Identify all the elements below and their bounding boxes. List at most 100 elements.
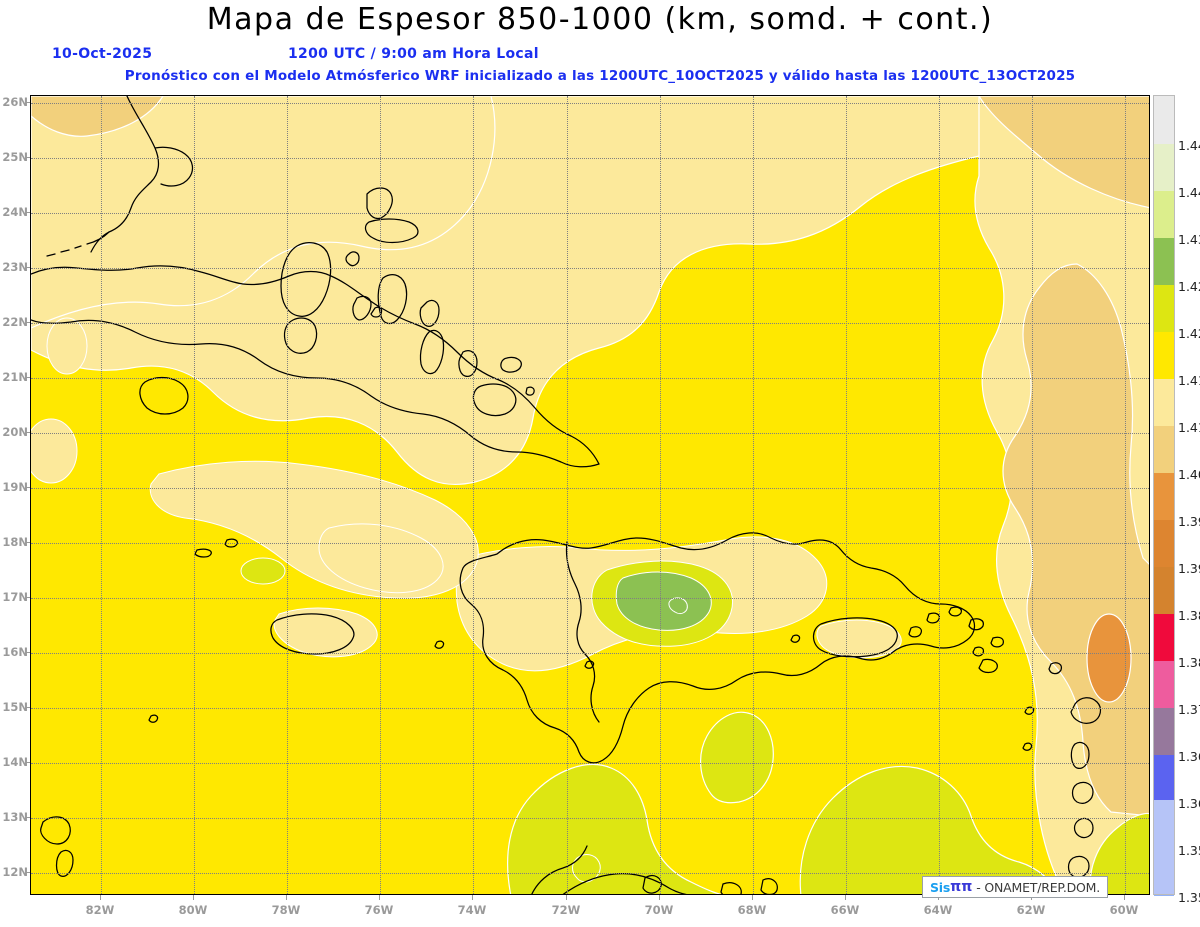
coastline-vi-2: [926, 612, 941, 624]
contour-region-1410-small-w2: [31, 418, 78, 484]
xtick-mark-80w: [193, 895, 194, 900]
coastline-small-bahama1: [345, 251, 360, 267]
colorbar-band-5: [1154, 332, 1174, 379]
colorbar-band-10: [1154, 567, 1174, 614]
ytick-mark-15n: [25, 707, 30, 708]
colorbar-band-12: [1154, 661, 1174, 708]
xtick-mark-74w: [472, 895, 473, 900]
coastline-antigua: [978, 658, 998, 674]
coastline-exuma: [352, 295, 372, 321]
coastline-mayaguana: [500, 356, 522, 373]
colorbar-label-1446: 1.446: [1178, 138, 1200, 153]
xtick-label-62w: 62W: [1016, 903, 1046, 917]
colorbar-label-1374: 1.374: [1178, 702, 1200, 717]
ytick-label-24n: 24N: [2, 205, 28, 219]
ytick-mark-18n: [25, 542, 30, 543]
xtick-label-66w: 66W: [830, 903, 860, 917]
xtick-label-68w: 68W: [737, 903, 767, 917]
sistt-onamet-logo: Sis ππ - ONAMET/REP.DOM.: [922, 876, 1109, 898]
coastline-st-martin: [968, 618, 984, 631]
colorbar-label-1350: 1.35: [1178, 890, 1200, 905]
contour-region-1404-nw: [31, 96, 164, 137]
coastline-andros: [280, 242, 332, 317]
coastline-cayman-brac: [224, 538, 239, 548]
subtitle-row: 10-Oct-2025 1200 UTC / 9:00 am Hora Loca…: [0, 46, 1200, 64]
colorbar-band-3: [1154, 238, 1174, 285]
ytick-label-13n: 13N: [2, 810, 28, 824]
coastline-jamaica: [270, 613, 355, 655]
colorbar-band-14: [1154, 755, 1174, 802]
coastline-small-sw: [55, 849, 74, 877]
colorbar-band-8: [1154, 473, 1174, 520]
coastline-abaco: [366, 187, 393, 220]
coastline-beata: [584, 660, 595, 669]
colorbar-label-1362: 1.362: [1178, 796, 1200, 811]
coastline-cuba: [31, 265, 600, 468]
ytick-mark-14n: [25, 762, 30, 763]
xtick-label-74w: 74W: [457, 903, 487, 917]
ytick-label-18n: 18N: [2, 535, 28, 549]
ytick-label-26n: 26N: [2, 95, 28, 109]
colorbar-band-1: [1154, 144, 1174, 191]
contour-region-1404-ne: [978, 96, 1149, 209]
ytick-mark-13n: [25, 817, 30, 818]
contour-region-1410-small-w: [46, 317, 88, 375]
xtick-mark-82w: [100, 895, 101, 900]
xtick-label-64w: 64W: [923, 903, 953, 917]
logo-sis-text: Sis: [930, 879, 951, 895]
xtick-mark-72w: [566, 895, 567, 900]
xtick-label-76w: 76W: [364, 903, 394, 917]
colorbar-label-1368: 1.368: [1178, 749, 1200, 764]
page-title: Mapa de Espesor 850-1000 (km, somd. + co…: [206, 2, 994, 37]
colorbar-label-1410: 1.41: [1178, 420, 1200, 435]
colorbar-label-1440: 1.44: [1178, 185, 1200, 200]
ytick-label-22n: 22N: [2, 315, 28, 329]
ytick-label-17n: 17N: [2, 590, 28, 604]
coastline-venezuela-coast: [562, 872, 687, 894]
coastline-andros-s: [283, 317, 318, 354]
xtick-mark-76w: [379, 895, 380, 900]
xtick-mark-68w: [752, 895, 753, 900]
ytick-mark-21n: [25, 377, 30, 378]
ytick-mark-17n: [25, 597, 30, 598]
ytick-mark-19n: [25, 487, 30, 488]
coastline-sanandres: [40, 816, 71, 845]
colorbar-band-6: [1154, 379, 1174, 426]
colorbar-label-1404: 1.404: [1178, 467, 1200, 482]
coastline-colombia: [531, 845, 588, 894]
contour-region-1422-se: [799, 765, 1059, 894]
ytick-label-21n: 21N: [2, 370, 28, 384]
contour-region-1410-north-strip: [31, 96, 496, 329]
ytick-label-12n: 12N: [2, 865, 28, 879]
coastline-layer: [31, 96, 1102, 894]
ytick-mark-23n: [25, 267, 30, 268]
ytick-mark-22n: [25, 322, 30, 323]
ytick-label-25n: 25N: [2, 150, 28, 164]
coastline-hispaniola-border: [565, 541, 600, 723]
coastline-hispaniola: [459, 532, 976, 764]
map-plot-area: [30, 95, 1150, 895]
ytick-label-23n: 23N: [2, 260, 28, 274]
colorbar-band-2: [1154, 191, 1174, 238]
ytick-mark-20n: [25, 432, 30, 433]
coastline-dominica: [1070, 741, 1090, 770]
coastline-grand-bahama: [364, 218, 419, 244]
coastline-montserrat: [1048, 662, 1063, 675]
map-contour-svg: [31, 96, 1149, 894]
logo-org-text: - ONAMET/REP.DOM.: [976, 879, 1101, 895]
xtick-mark-70w: [659, 895, 660, 900]
xtick-label-60w: 60W: [1109, 903, 1139, 917]
ytick-mark-25n: [25, 157, 30, 158]
xtick-label-82w: 82W: [85, 903, 115, 917]
coastline-aruba: [760, 878, 778, 894]
colorbar-label-1422: 1.422: [1178, 326, 1200, 341]
coastline-mona: [790, 634, 801, 643]
coastline-guadeloupe: [1070, 697, 1102, 724]
colorbar-band-4: [1154, 285, 1174, 332]
coastline-stlucia: [1073, 817, 1094, 839]
xtick-mark-78w: [286, 895, 287, 900]
colorbar-label-1386: 1.386: [1178, 608, 1200, 623]
coastline-bonaire: [720, 882, 742, 894]
coastline-stvincent: [1067, 855, 1090, 878]
colorbar-band-below-min: [1153, 800, 1175, 895]
